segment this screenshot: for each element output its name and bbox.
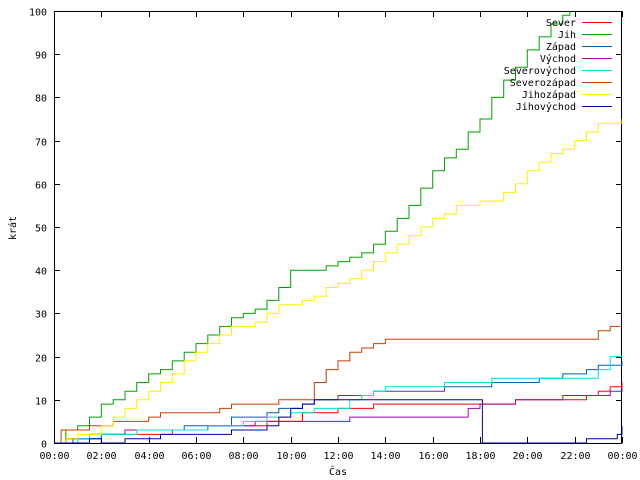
y-tick-label: 80	[35, 94, 47, 105]
series-line-sever	[54, 382, 623, 444]
x-tick-label: 00:00	[39, 451, 69, 462]
series-line-jihozapad	[54, 119, 623, 444]
y-axis: 0 10 20 30 40 50 60 70 80 90 100	[29, 8, 622, 451]
legend: SeverJihZápadVýchodSeverovýchodSeverozáp…	[504, 18, 612, 113]
legend-label-jihovychod: Jihovýchod	[516, 101, 576, 113]
legend-label-jihozapad: Jihozápad	[522, 89, 576, 101]
legend-label-sever: Sever	[546, 18, 576, 29]
x-tick-label: 00:00	[607, 451, 637, 462]
x-tick-label: 08:00	[228, 451, 258, 462]
legend-label-zapad: Západ	[546, 41, 576, 53]
y-tick-label: 100	[29, 8, 47, 19]
x-tick-label: 20:00	[512, 451, 542, 462]
x-axis-label: Čas	[329, 465, 347, 478]
x-tick-label: 14:00	[370, 451, 400, 462]
series-line-severovychod	[54, 356, 622, 444]
x-tick-label: 12:00	[323, 451, 353, 462]
y-tick-label: 60	[35, 181, 47, 192]
y-tick-label: 20	[35, 354, 47, 365]
series-line-severozapad	[54, 325, 622, 444]
legend-label-jih: Jih	[558, 30, 576, 41]
x-tick-label: 02:00	[86, 451, 116, 462]
y-tick-label: 70	[35, 138, 47, 149]
x-tick-label: 04:00	[134, 451, 164, 462]
x-tick-label: 10:00	[276, 451, 306, 462]
legend-label-severozapad: Severozápad	[510, 77, 576, 89]
y-tick-label: 50	[35, 224, 47, 235]
x-axis: 00:00 02:00 04:00 06:00 08:00 10:00 12:00 14:00…	[39, 11, 638, 462]
y-tick-label: 10	[35, 397, 47, 408]
series-lines	[54, 11, 623, 444]
legend-label-severovychod: Severovýchod	[504, 65, 576, 77]
y-tick-label: 30	[35, 310, 47, 321]
x-tick-label: 16:00	[418, 451, 448, 462]
series-line-zapad	[54, 360, 623, 444]
y-tick-label: 40	[35, 267, 47, 278]
y-tick-label: 0	[41, 440, 47, 451]
x-tick-label: 06:00	[181, 451, 211, 462]
series-line-jihovychod	[54, 399, 623, 444]
y-tick-label: 90	[35, 51, 47, 62]
y-axis-label: krát	[7, 216, 19, 240]
x-tick-label: 18:00	[465, 451, 495, 462]
x-tick-label: 22:00	[560, 451, 590, 462]
series-line-jih	[54, 11, 571, 444]
legend-label-vychod: Východ	[540, 53, 576, 65]
